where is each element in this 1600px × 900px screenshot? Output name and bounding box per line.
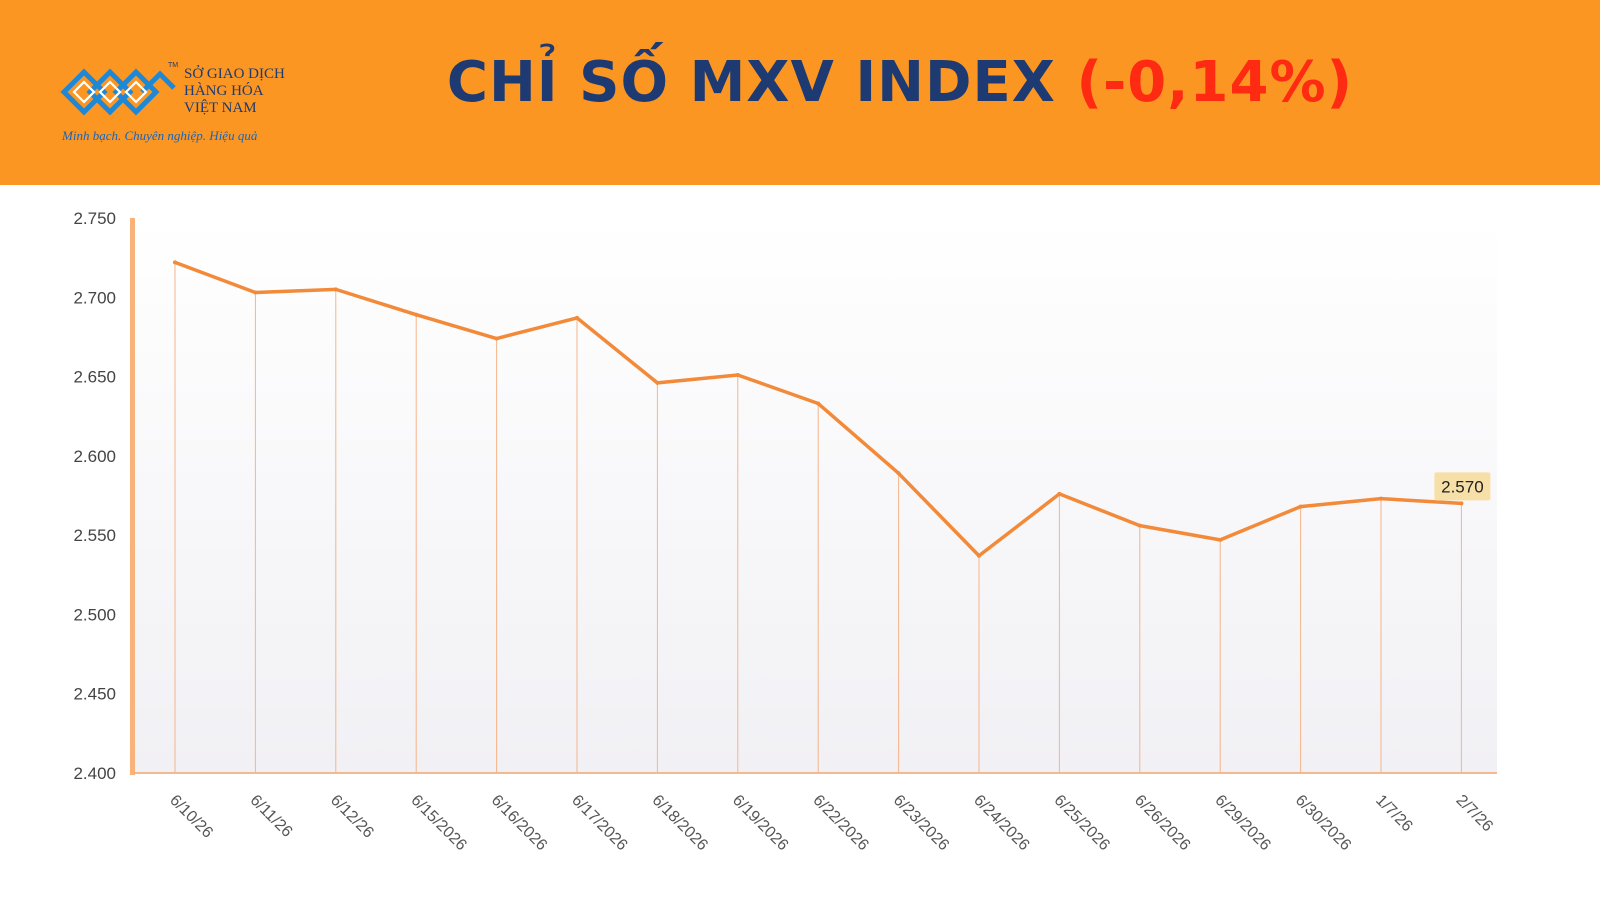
- mxv-index-line-chart: 2.400 2.450 2.500 2.550 2.600 2.650 2.700 2.750…: [73, 209, 1497, 854]
- data-point: [655, 380, 660, 385]
- data-point: [896, 471, 901, 476]
- x-tick-label: 6/17/2026: [568, 792, 630, 854]
- data-point: [494, 336, 499, 341]
- mxv-logo-icon: [60, 68, 176, 116]
- data-point: [1218, 537, 1223, 542]
- x-tick-label: 2/7/26: [1453, 792, 1497, 836]
- data-point: [977, 553, 981, 558]
- data-point: [414, 312, 419, 317]
- y-tick-label: 2.700: [73, 288, 116, 307]
- data-point: [575, 315, 579, 320]
- data-point: [1057, 491, 1062, 496]
- x-tick-label: 6/15/2026: [407, 792, 469, 854]
- x-tick-label: 6/26/2026: [1131, 792, 1193, 854]
- data-point: [253, 290, 258, 295]
- data-point: [1298, 504, 1303, 509]
- page-title: CHỈ SỐ MXV INDEX (-0,14%): [0, 50, 1600, 115]
- y-axis-line: [130, 218, 135, 775]
- logo-slogan: Minh bạch. Chuyên nghiệp. Hiệu quả: [62, 128, 258, 143]
- x-tick-label: 6/18/2026: [649, 792, 711, 854]
- x-tick-label: 6/23/2026: [890, 792, 952, 854]
- x-tick-label: 6/10/26: [166, 792, 216, 842]
- x-tick-label: 6/16/2026: [488, 792, 550, 854]
- y-tick-label: 2.450: [73, 685, 116, 704]
- logo-text: SỞ GIAO DỊCH HÀNG HÓA VIỆT NAM: [184, 66, 285, 117]
- x-tick-label: 1/7/26: [1372, 792, 1416, 836]
- data-point: [1459, 501, 1464, 506]
- logo-line-1: SỞ GIAO DỊCH: [184, 66, 285, 82]
- plot-background: [134, 218, 1497, 773]
- data-point: [1379, 496, 1383, 501]
- y-tick-label: 2.500: [73, 605, 116, 624]
- data-point: [816, 401, 821, 406]
- y-tick-label: 2.650: [73, 368, 116, 387]
- x-tick-label: 6/30/2026: [1292, 792, 1354, 854]
- logo-trademark: TM: [168, 62, 179, 69]
- last-value-label-bg: [1434, 472, 1491, 501]
- x-tick-label: 6/29/2026: [1211, 792, 1273, 854]
- x-tick-label: 6/22/2026: [809, 792, 871, 854]
- y-tick-label: 2.400: [73, 764, 116, 783]
- y-tick-label: 2.750: [73, 209, 116, 228]
- logo-line-3: VIỆT NAM: [184, 100, 257, 116]
- title-text: CHỈ SỐ MXV INDEX: [446, 50, 1056, 115]
- mxv-logo: TM SỞ GIAO DỊCH HÀNG HÓA VIỆT NAM Minh b…: [60, 60, 310, 150]
- last-value-label: 2.570: [1441, 477, 1484, 496]
- x-tick-label: 6/11/26: [247, 792, 296, 841]
- logo-line-2: HÀNG HÓA: [184, 83, 264, 99]
- data-point: [333, 287, 338, 292]
- y-tick-label: 2.550: [73, 526, 116, 545]
- change-percent: (-0,14%): [1076, 50, 1354, 115]
- data-point: [735, 372, 740, 377]
- x-tick-label: 6/19/2026: [729, 792, 791, 854]
- x-tick-label: 6/25/2026: [1051, 792, 1113, 854]
- header-banner: TM SỞ GIAO DỊCH HÀNG HÓA VIỆT NAM Minh b…: [0, 0, 1600, 185]
- x-tick-label: 6/24/2026: [970, 792, 1032, 854]
- x-tick-label: 6/12/26: [327, 792, 377, 842]
- y-tick-label: 2.600: [73, 447, 116, 466]
- data-point: [1137, 523, 1142, 528]
- chart-area: 2.400 2.450 2.500 2.550 2.600 2.650 2.700 2.750…: [0, 185, 1600, 900]
- data-point: [173, 260, 177, 265]
